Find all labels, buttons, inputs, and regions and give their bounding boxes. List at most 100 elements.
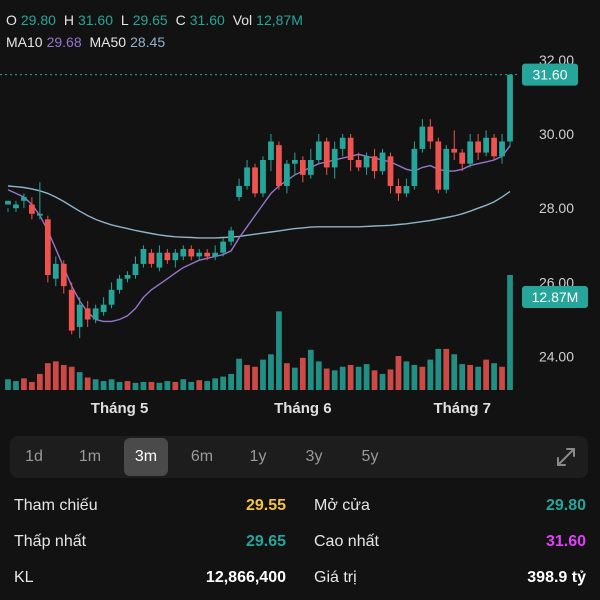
- volume-value: 12,87M: [256, 12, 303, 28]
- volume-bar: [132, 382, 139, 390]
- candle-body: [276, 145, 282, 186]
- reference-value: 29.55: [245, 497, 286, 514]
- candle-body: [435, 141, 442, 190]
- volume-bar: [307, 349, 314, 390]
- ma50-line: [7, 185, 511, 239]
- candle-body: [68, 289, 75, 331]
- volume-bar: [371, 370, 378, 390]
- candle-body: [284, 163, 290, 186]
- volume-bar: [443, 348, 450, 390]
- candle-body: [395, 185, 402, 194]
- range-button-3y[interactable]: 3y: [305, 448, 323, 465]
- candle-body: [403, 185, 410, 194]
- candle-body: [212, 252, 219, 257]
- volume-bar: [196, 380, 203, 390]
- range-button-1y[interactable]: 1y: [249, 448, 267, 465]
- candle-body: [387, 156, 394, 186]
- candle-body: [196, 252, 203, 257]
- volume-bar: [475, 366, 482, 390]
- volume-bar: [507, 275, 513, 390]
- volume-bar: [276, 311, 282, 390]
- candle-body: [13, 204, 19, 209]
- candle-body: [355, 160, 362, 168]
- candle-body: [244, 167, 250, 186]
- volume-bar: [284, 363, 290, 390]
- candle-body: [307, 160, 314, 175]
- volume-bar: [140, 381, 147, 390]
- high-price-value: 31.60: [545, 533, 586, 550]
- ma10-label: MA10: [6, 34, 43, 50]
- low-price-label: Thấp nhất: [14, 533, 87, 550]
- volume-bar: [76, 372, 83, 390]
- month-label: Tháng 7: [433, 400, 491, 417]
- candle-body: [475, 141, 482, 153]
- candle-body: [124, 275, 131, 279]
- volume-bar: [44, 363, 51, 390]
- candle-body: [499, 141, 505, 157]
- range-button-1m[interactable]: 1m: [78, 448, 102, 465]
- range-selector: 1d 1m 3m 6m 1y 3y 5y: [10, 436, 588, 478]
- candle-body: [451, 148, 458, 153]
- candle-body: [52, 263, 59, 279]
- volume-bar: [355, 366, 362, 390]
- range-button-1d[interactable]: 1d: [25, 448, 43, 465]
- low-price-value: 29.65: [245, 533, 286, 550]
- candle-body: [220, 241, 227, 253]
- volume-bar: [244, 364, 250, 390]
- volume-bar: [116, 381, 123, 390]
- volume-bar: [411, 364, 418, 390]
- candle-body: [172, 252, 179, 261]
- volume-bar: [36, 373, 43, 390]
- candle-body: [379, 152, 386, 172]
- low-value: 29.65: [132, 12, 168, 28]
- volume-bar: [451, 354, 458, 390]
- volume-bar: [172, 381, 179, 390]
- volume-bar: [21, 378, 27, 390]
- volume-bar: [228, 373, 234, 390]
- volume-bar: [467, 364, 474, 390]
- volume-bar: [291, 367, 298, 390]
- candle-body: [60, 263, 67, 287]
- candle-body: [299, 160, 306, 175]
- volume-stat-label: KL: [14, 569, 34, 586]
- volume-bar: [252, 366, 258, 390]
- volume-bar: [148, 381, 155, 390]
- ma10-line: [7, 145, 511, 323]
- candle-body: [180, 249, 187, 257]
- range-button-5y[interactable]: 5y: [361, 448, 379, 465]
- volume-bar: [315, 361, 322, 390]
- volume-bar: [180, 379, 187, 390]
- trade-value-label: Giá trị: [314, 569, 357, 586]
- candle-body: [323, 141, 330, 168]
- candle-body: [5, 200, 11, 205]
- high-label: H: [63, 12, 74, 28]
- volume-bar: [403, 361, 410, 390]
- volume-bar: [5, 379, 11, 390]
- high-value: 31.60: [77, 12, 113, 28]
- candle-body: [419, 126, 426, 149]
- stats-row-1: Tham chiếu 29.55 Mở cửa 29.80: [0, 497, 600, 519]
- price-tick-label: 24.00: [539, 349, 574, 365]
- open-price-label: Mở cửa: [314, 497, 370, 514]
- range-button-6m[interactable]: 6m: [190, 448, 214, 465]
- volume-bar: [419, 366, 426, 390]
- candle-body: [100, 304, 107, 313]
- volume-bar: [331, 370, 338, 390]
- candle-body: [44, 219, 51, 275]
- candle-body: [252, 167, 258, 194]
- expand-icon[interactable]: [554, 445, 578, 469]
- price-chart[interactable]: 32.0030.0028.0026.0024.0031.6012.87MThán…: [0, 0, 600, 430]
- candle-body: [188, 249, 195, 257]
- volume-bar: [52, 361, 59, 390]
- candle-body: [156, 252, 163, 268]
- volume-bar: [100, 381, 107, 390]
- volume-bar: [124, 381, 131, 390]
- range-button-3m[interactable]: 3m: [124, 438, 168, 476]
- open-price-value: 29.80: [545, 497, 586, 514]
- candle-body: [411, 148, 418, 186]
- close-label: C: [175, 12, 186, 28]
- candle-body: [363, 156, 370, 168]
- candle-body: [371, 156, 378, 172]
- volume-bar: [435, 348, 442, 390]
- candle-body: [92, 308, 99, 320]
